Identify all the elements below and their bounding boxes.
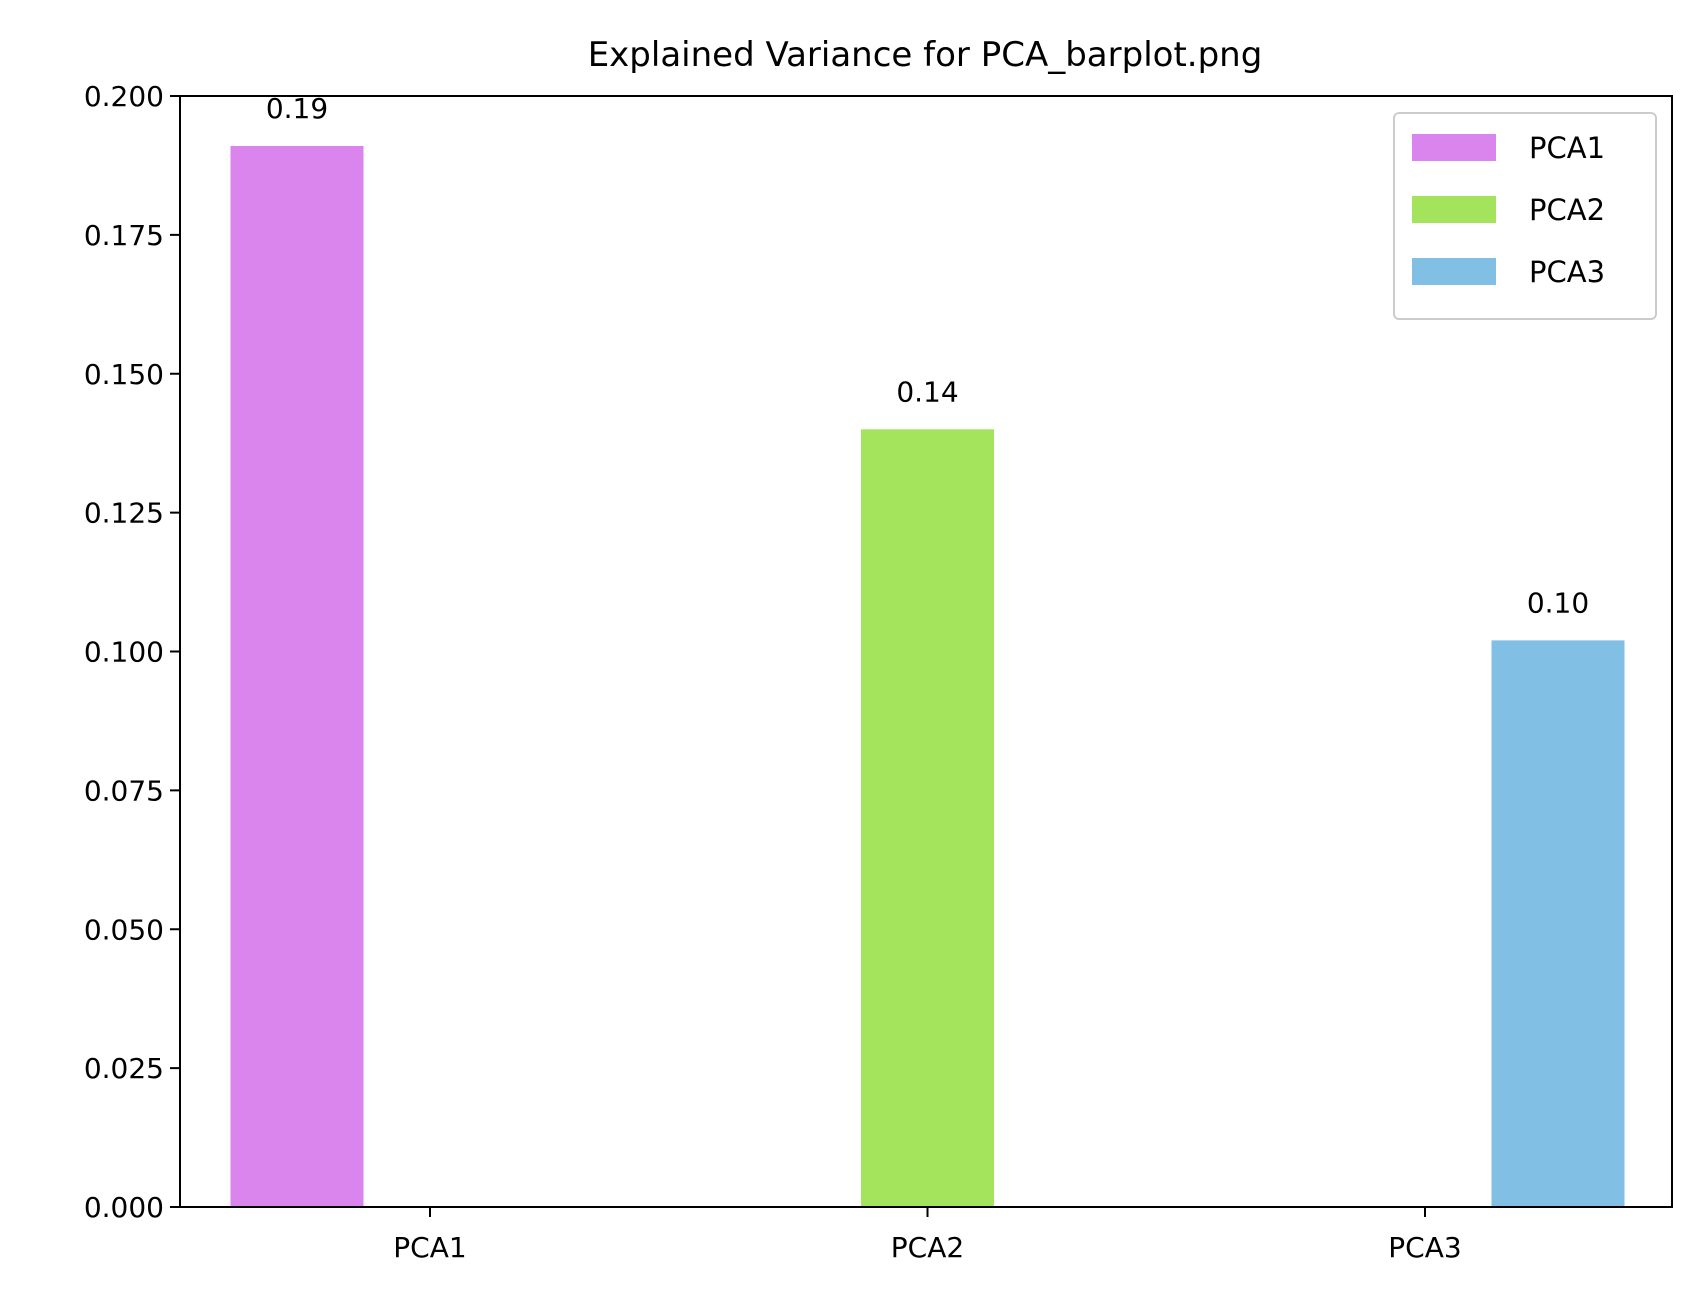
legend-label: PCA3 xyxy=(1529,255,1605,289)
bar-value-label: 0.14 xyxy=(896,375,958,408)
legend-label: PCA2 xyxy=(1529,193,1605,227)
y-tick-label: 0.175 xyxy=(84,219,164,252)
x-axis: PCA1 PCA2 PCA3 xyxy=(393,1207,1462,1264)
bar-value-label: 0.19 xyxy=(266,92,328,125)
legend-swatch-pca3 xyxy=(1412,258,1496,285)
bar-pca1 xyxy=(230,145,364,1207)
x-tick-label: PCA2 xyxy=(891,1231,964,1264)
y-tick-label: 0.075 xyxy=(84,774,164,807)
legend: PCA1 PCA2 PCA3 xyxy=(1393,112,1657,320)
x-tick-label: PCA3 xyxy=(1388,1231,1461,1264)
bar-pca3 xyxy=(1491,640,1625,1207)
y-tick-label: 0.150 xyxy=(84,358,164,391)
legend-swatch-pca2 xyxy=(1412,196,1496,223)
bar-pca2 xyxy=(861,429,994,1207)
legend-swatch-pca1 xyxy=(1412,134,1496,161)
bar-value-label: 0.10 xyxy=(1527,586,1589,619)
chart-title: Explained Variance for PCA_barplot.png xyxy=(588,35,1263,75)
y-tick-label: 0.050 xyxy=(84,913,164,946)
x-tick-label: PCA1 xyxy=(393,1231,466,1264)
y-tick-label: 0.200 xyxy=(84,80,164,113)
y-tick-label: 0.125 xyxy=(84,497,164,530)
y-tick-label: 0.000 xyxy=(84,1191,164,1224)
legend-label: PCA1 xyxy=(1529,131,1605,165)
y-axis: 0.000 0.025 0.050 0.075 0.100 0.125 0.150 0.175… xyxy=(84,80,180,1224)
y-tick-label: 0.100 xyxy=(84,636,164,669)
bars-group xyxy=(230,145,1625,1207)
y-tick-label: 0.025 xyxy=(84,1052,164,1085)
bar-value-labels: 0.19 0.14 0.10 xyxy=(266,92,1589,619)
